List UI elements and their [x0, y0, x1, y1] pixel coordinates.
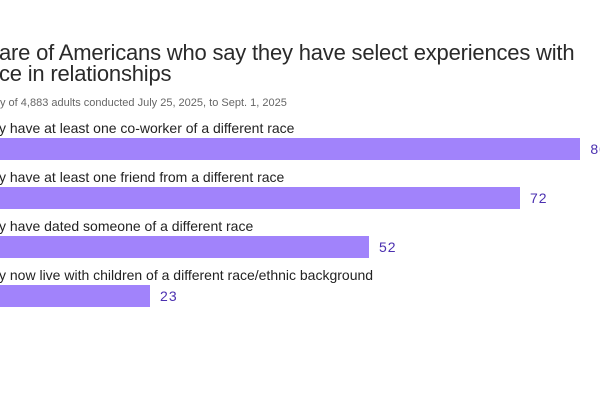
bar: [0, 236, 369, 258]
bar: [0, 187, 520, 209]
category-label: y have at least one friend from a differ…: [0, 169, 285, 185]
value-label: 80: [590, 141, 600, 157]
chart-subtitle: y of 4,883 adults conducted July 25, 202…: [0, 97, 287, 109]
value-label: 72: [530, 190, 548, 206]
value-label: 23: [160, 288, 178, 304]
bar: [0, 285, 151, 307]
value-label: 52: [379, 239, 397, 255]
bar: [0, 138, 581, 160]
category-label: y now live with children of a different …: [0, 267, 374, 283]
chart-title-line-1: are of Americans who say they have selec…: [0, 40, 575, 65]
chart-title-line-2: ce in relationships: [0, 61, 172, 86]
category-label: y have at least one co-worker of a diffe…: [0, 120, 295, 136]
category-label: y have dated someone of a different race: [0, 218, 254, 234]
